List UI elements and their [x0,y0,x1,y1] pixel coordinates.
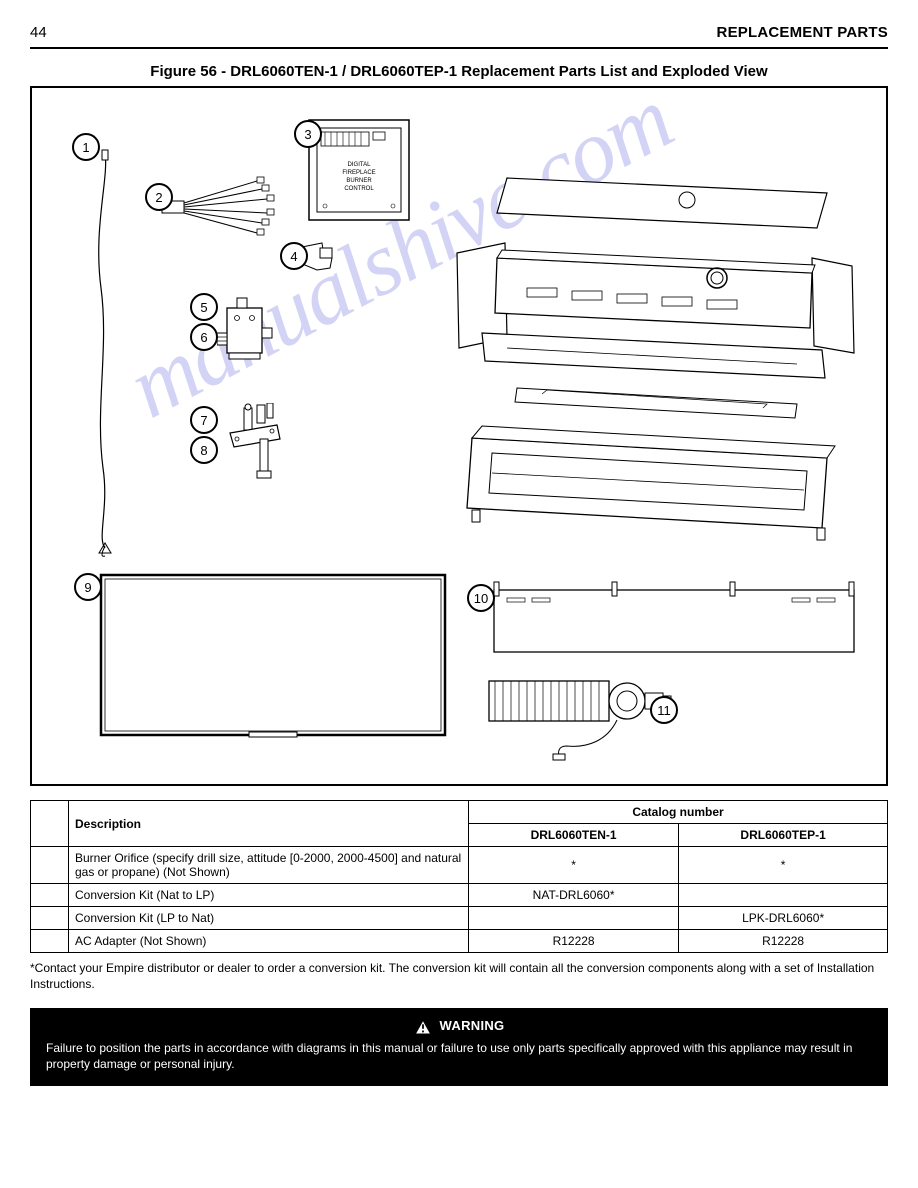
col-number-header [31,801,69,847]
part-main-assembly-exploded [427,158,867,548]
part-igniter-wire [87,148,127,558]
callout-10: 10 [467,584,495,612]
exploded-view-diagram: manualshive.com [30,86,888,786]
cell-model-b: LPK-DRL6060* [679,907,888,930]
warning-triangle-icon [414,1019,432,1035]
part-control-module: DIGITAL FIREPLACE BURNER CONTROL [307,118,417,228]
table-row: Conversion Kit (Nat to LP)NAT-DRL6060* [31,884,888,907]
part-pilot-assembly [222,403,307,483]
svg-text:FIREPLACE: FIREPLACE [342,170,375,176]
page-header: 44 REPLACEMENT PARTS [30,0,888,49]
table-header-row: Description Catalog number [31,801,888,824]
callout-2: 2 [145,183,173,211]
callout-1: 1 [72,133,100,161]
part-glass-panel [99,573,449,743]
model-header-1: DRL6060TEP-1 [679,824,888,847]
warning-box: WARNING Failure to position the parts in… [30,1008,888,1086]
callout-5: 5 [190,293,218,321]
cell-model-b: * [679,847,888,884]
cell-model-b [679,884,888,907]
warning-title: WARNING [440,1018,505,1035]
cell-model-b: R12228 [679,930,888,953]
cell-number [31,930,69,953]
warning-body: Failure to position the parts in accorda… [46,1041,872,1072]
table-row: AC Adapter (Not Shown)R12228R12228 [31,930,888,953]
callout-6: 6 [190,323,218,351]
callout-4: 4 [280,242,308,270]
figure-title: Figure 56 - DRL6060TEN-1 / DRL6060TEP-1 … [30,63,888,80]
callout-11: 11 [650,696,678,724]
cell-description: AC Adapter (Not Shown) [69,930,469,953]
cell-model-a: NAT-DRL6060* [469,884,679,907]
cell-number [31,907,69,930]
callout-7: 7 [190,406,218,434]
part-valve-body [217,293,287,373]
table-footnote: *Contact your Empire distributor or deal… [30,961,888,992]
cell-model-a: * [469,847,679,884]
table-row: Conversion Kit (LP to Nat) LPK-DRL6060* [31,907,888,930]
cell-number [31,847,69,884]
cell-model-a [469,907,679,930]
page-number: 44 [30,24,47,41]
model-header-0: DRL6060TEN-1 [469,824,679,847]
col-description-header: Description [69,801,469,847]
cell-number [31,884,69,907]
col-catalog-header: Catalog number [469,801,888,824]
callout-3: 3 [294,120,322,148]
svg-text:DIGITAL: DIGITAL [348,162,372,168]
cell-model-a: R12228 [469,930,679,953]
svg-text:BURNER: BURNER [346,178,372,184]
cell-description: Conversion Kit (LP to Nat) [69,907,469,930]
cell-description: Burner Orifice (specify drill size, atti… [69,847,469,884]
svg-text:CONTROL: CONTROL [344,186,374,192]
part-front-faceplate [492,580,862,660]
table-row: Burner Orifice (specify drill size, atti… [31,847,888,884]
cell-description: Conversion Kit (Nat to LP) [69,884,469,907]
parts-table: Description Catalog number DRL6060TEN-1 … [30,800,888,953]
section-title: REPLACEMENT PARTS [717,24,888,41]
callout-9: 9 [74,573,102,601]
callout-8: 8 [190,436,218,464]
part-wiring-harness [157,173,287,243]
